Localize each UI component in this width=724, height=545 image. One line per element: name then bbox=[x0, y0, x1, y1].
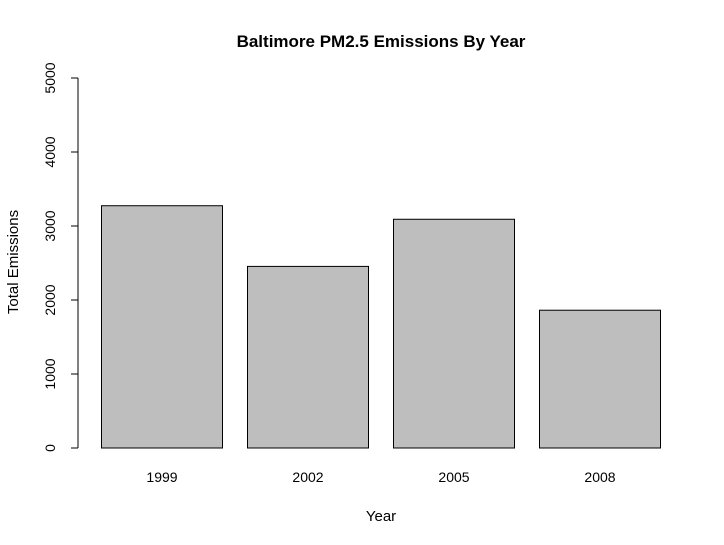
y-axis: 0 1000 2000 3000 4000 5000 bbox=[42, 62, 79, 452]
y-tick-label: 4000 bbox=[42, 136, 58, 167]
y-tick-label: 0 bbox=[42, 444, 58, 452]
bar-2005 bbox=[393, 218, 515, 449]
x-tick-label-1999: 1999 bbox=[146, 469, 177, 485]
x-axis-label: Year bbox=[366, 508, 396, 525]
bar-2002 bbox=[247, 265, 369, 449]
bars-group bbox=[101, 205, 661, 449]
y-tick-label: 1000 bbox=[42, 358, 58, 389]
x-tick-labels: 1999 2002 2005 2008 bbox=[146, 469, 615, 485]
x-tick-label-2002: 2002 bbox=[292, 469, 323, 485]
y-axis-label: Total Emissions bbox=[5, 210, 22, 314]
bar-1999 bbox=[101, 205, 223, 449]
y-tick-label: 5000 bbox=[42, 62, 58, 93]
y-tick-label: 2000 bbox=[42, 284, 58, 315]
bar-2008 bbox=[539, 309, 661, 449]
x-tick-label-2008: 2008 bbox=[584, 469, 615, 485]
x-tick-label-2005: 2005 bbox=[438, 469, 469, 485]
chart-title: Baltimore PM2.5 Emissions By Year bbox=[237, 32, 526, 51]
y-tick-label: 3000 bbox=[42, 210, 58, 241]
